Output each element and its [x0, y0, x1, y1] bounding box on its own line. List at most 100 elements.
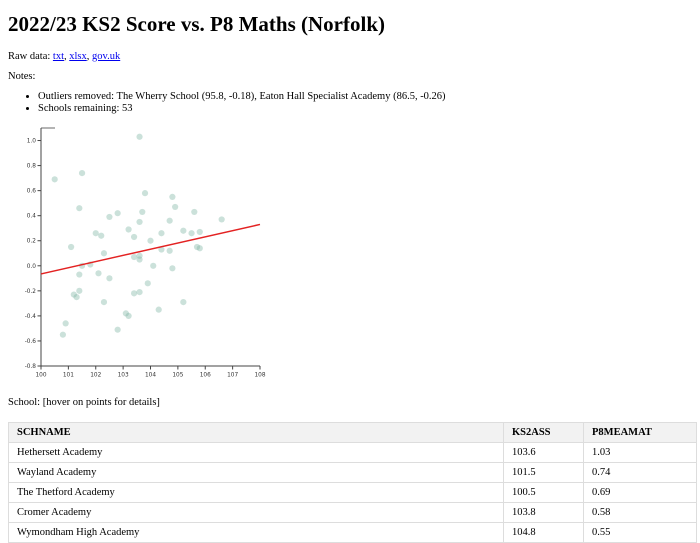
data-point[interactable] — [158, 246, 165, 253]
y-tick-label: -0.2 — [25, 289, 36, 295]
data-point[interactable] — [76, 205, 83, 212]
data-point[interactable] — [136, 288, 143, 296]
data-point[interactable] — [106, 275, 113, 282]
data-point[interactable] — [196, 245, 203, 252]
y-tick-label: 0.4 — [27, 214, 37, 220]
data-point[interactable] — [92, 230, 99, 237]
data-point[interactable] — [172, 203, 179, 211]
cell-p8meamat: 0.58 — [583, 502, 697, 523]
data-point[interactable] — [139, 208, 146, 216]
data-point[interactable] — [136, 252, 143, 259]
cell-schname: Cromer Academy — [8, 502, 504, 523]
cell-p8meamat: 0.55 — [583, 522, 697, 543]
raw-data-link-txt[interactable]: txt — [52, 51, 64, 62]
scatter-chart-container: 1.0 0.8 0.6 0.4 0.2 0.0 -0.2 -0.4 -0.6 -0.8 100 101… — [25, 126, 692, 384]
raw-data-links: txt, xlsx, gov.uk — [52, 51, 121, 62]
data-point[interactable] — [51, 176, 58, 183]
data-point[interactable] — [218, 216, 225, 223]
column-header-schname: SCHNAME — [8, 422, 504, 443]
x-tick-label: 103 — [118, 373, 129, 379]
data-point[interactable] — [130, 253, 138, 261]
cell-schname: The Thetford Academy — [8, 482, 504, 503]
y-tick-label: 0.6 — [27, 189, 37, 195]
data-point[interactable] — [188, 230, 195, 237]
data-point[interactable] — [147, 237, 154, 244]
data-point[interactable] — [114, 326, 121, 333]
raw-data-link-gov-uk[interactable]: gov.uk — [92, 51, 121, 62]
data-point[interactable] — [191, 208, 198, 216]
data-point[interactable] — [193, 243, 201, 251]
data-point[interactable] — [125, 312, 132, 319]
y-tick-label: 0.0 — [27, 264, 37, 270]
data-point[interactable] — [180, 227, 187, 234]
cell-schname: Wymondham High Academy — [8, 522, 504, 543]
cell-p8meamat: 0.74 — [583, 462, 697, 483]
page-title: 2022/23 KS2 Score vs. P8 Maths (Norfolk) — [8, 12, 386, 36]
data-point[interactable] — [122, 310, 129, 317]
data-point[interactable] — [130, 290, 138, 297]
data-point[interactable] — [136, 218, 143, 226]
data-point[interactable] — [114, 210, 121, 217]
data-point[interactable] — [62, 320, 69, 327]
data-point[interactable] — [98, 232, 105, 239]
y-tick-label: 0.8 — [27, 164, 37, 170]
note-item-1: Schools remaining: 53 — [38, 103, 692, 114]
data-point[interactable] — [196, 228, 203, 236]
raw-data-link-xlsx[interactable]: xlsx — [69, 51, 87, 62]
table-row: Wymondham High Academy 104.8 0.55 — [8, 522, 697, 543]
data-point[interactable] — [136, 256, 143, 263]
data-point[interactable] — [141, 190, 149, 197]
data-point[interactable] — [169, 265, 176, 272]
data-point[interactable] — [68, 243, 75, 251]
data-point[interactable] — [130, 233, 138, 241]
x-tick-label: 108 — [254, 373, 265, 379]
data-point[interactable] — [166, 217, 173, 224]
x-tick-label: 102 — [90, 373, 101, 379]
data-point[interactable] — [158, 230, 165, 237]
x-tick-label: 107 — [227, 373, 238, 379]
y-tick-label: -0.8 — [25, 364, 36, 370]
raw-data-line: Raw data: txt, xlsx, gov.uk — [8, 51, 692, 62]
data-point[interactable] — [100, 299, 108, 306]
y-tick-label: 1.0 — [27, 139, 37, 145]
data-point[interactable] — [59, 331, 66, 338]
data-point[interactable] — [95, 270, 102, 277]
y-tick-label: -0.6 — [25, 339, 36, 345]
schools-table: SCHNAME KS2ASS P8MEAMAT Hethersett Academy… — [8, 422, 697, 543]
data-point[interactable] — [166, 247, 173, 254]
school-hover-hint: School: [hover on points for details] — [8, 397, 160, 408]
scatter-plot[interactable]: 1.0 0.8 0.6 0.4 0.2 0.0 -0.2 -0.4 -0.6 -0.8 100 101… — [25, 126, 270, 384]
table-row: Cromer Academy 103.8 0.58 — [8, 502, 697, 523]
data-point[interactable] — [76, 287, 83, 294]
data-point[interactable] — [73, 294, 80, 301]
raw-data-label: Raw data: — [8, 51, 53, 62]
data-point[interactable] — [100, 250, 108, 257]
column-header-ks2ass: KS2ASS — [503, 422, 584, 443]
cell-ks2ass: 104.8 — [503, 522, 584, 543]
data-point[interactable] — [125, 226, 132, 233]
cell-p8meamat: 0.69 — [583, 482, 697, 503]
data-point[interactable] — [150, 262, 157, 269]
trend-line — [40, 223, 261, 275]
data-point[interactable] — [144, 280, 151, 287]
cell-ks2ass: 103.8 — [503, 502, 584, 523]
y-tick-label: -0.4 — [25, 314, 36, 320]
x-tick-label: 101 — [63, 373, 74, 379]
notes-label: Notes: — [8, 71, 36, 82]
data-point[interactable] — [136, 133, 143, 140]
x-tick-label: 100 — [35, 373, 46, 379]
data-point[interactable] — [78, 169, 86, 177]
cell-p8meamat: 1.03 — [583, 442, 697, 463]
data-point[interactable] — [169, 193, 176, 200]
data-point[interactable] — [70, 291, 77, 298]
data-point[interactable] — [180, 299, 187, 306]
x-tick-label: 105 — [172, 373, 183, 379]
data-point[interactable] — [155, 306, 162, 313]
column-header-p8meamat: P8MEAMAT — [583, 422, 697, 443]
x-tick-label: 104 — [145, 373, 156, 379]
data-point[interactable] — [106, 213, 113, 221]
cell-schname: Hethersett Academy — [8, 442, 504, 463]
y-tick-label: 0.2 — [27, 239, 37, 245]
data-point[interactable] — [76, 271, 83, 278]
table-header-row: SCHNAME KS2ASS P8MEAMAT — [8, 422, 697, 443]
